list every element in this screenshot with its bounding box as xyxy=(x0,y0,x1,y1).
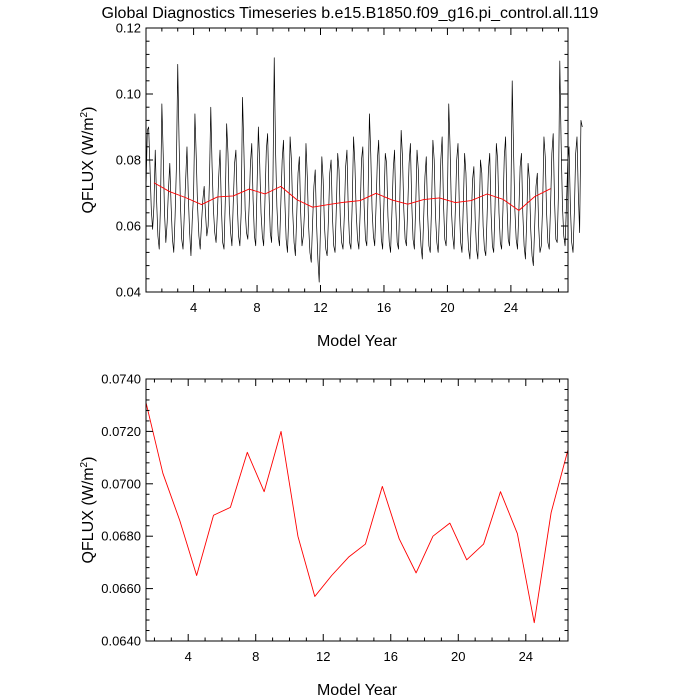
top-xtick-label: 4 xyxy=(190,300,197,315)
bottom-xtick-label: 20 xyxy=(451,649,465,664)
top-xtick-label: 20 xyxy=(440,300,454,315)
top-panel: 4 8 12 16 20 24 0.04 0.06 0.08 0.10 0.12 Model Yea… xyxy=(79,21,583,350)
bottom-x-axis-label: Model Year xyxy=(317,682,398,699)
top-ytick-label: 0.12 xyxy=(116,21,141,36)
top-xtick-label: 16 xyxy=(377,300,391,315)
bottom-series-group xyxy=(145,402,569,624)
top-ticks-group: 4 8 12 16 20 24 0.04 0.06 0.08 0.10 0.12 xyxy=(116,21,568,315)
top-ytick-label: 0.06 xyxy=(116,219,141,234)
bottom-series-annual-mean-line xyxy=(145,402,569,624)
bottom-ytick-label: 0.0700 xyxy=(101,476,141,491)
bottom-y-axis-label: QFLUX (W/m2) xyxy=(79,457,97,564)
bottom-xtick-label: 12 xyxy=(316,649,330,664)
chart-title: Global Diagnostics Timeseries b.e15.B185… xyxy=(102,5,599,22)
bottom-ytick-label: 0.0660 xyxy=(101,581,141,596)
bottom-y-axis-label-end: ) xyxy=(80,457,97,462)
top-xtick-label: 8 xyxy=(253,300,260,315)
top-ytick-label: 0.10 xyxy=(116,87,141,102)
top-series-annual-mean-line xyxy=(153,182,551,211)
bottom-ytick-label: 0.0740 xyxy=(101,372,141,387)
top-y-axis-label-sup: 2 xyxy=(79,111,90,117)
bottom-y-axis-label-main: QFLUX (W/m xyxy=(80,467,97,563)
top-ytick-label: 0.08 xyxy=(116,153,141,168)
bottom-ytick-label: 0.0680 xyxy=(101,529,141,544)
top-x-axis-label: Model Year xyxy=(317,333,398,350)
bottom-panel: 4 8 12 16 20 24 0.0640 0.0660 0.0680 0.0700 0.0720… xyxy=(79,372,569,699)
top-y-axis-label-end: ) xyxy=(80,107,97,112)
top-series-group xyxy=(145,57,583,283)
bottom-xtick-label: 16 xyxy=(384,649,398,664)
top-xtick-label: 12 xyxy=(313,300,327,315)
bottom-ticks-group: 4 8 12 16 20 24 0.0640 0.0660 0.0680 0.0700 0.0720… xyxy=(101,372,568,664)
bottom-xtick-label: 8 xyxy=(252,649,259,664)
top-series-monthly-line xyxy=(145,57,583,283)
bottom-xtick-label: 24 xyxy=(519,649,533,664)
bottom-ytick-label: 0.0640 xyxy=(101,634,141,649)
bottom-ytick-label: 0.0720 xyxy=(101,424,141,439)
top-y-axis-label-main: QFLUX (W/m xyxy=(80,117,97,213)
bottom-xtick-label: 4 xyxy=(185,649,192,664)
top-xtick-label: 24 xyxy=(504,300,518,315)
bottom-y-axis-label-sup: 2 xyxy=(79,461,90,467)
top-ytick-label: 0.04 xyxy=(116,285,141,300)
top-y-axis-label: QFLUX (W/m2) xyxy=(79,107,97,214)
